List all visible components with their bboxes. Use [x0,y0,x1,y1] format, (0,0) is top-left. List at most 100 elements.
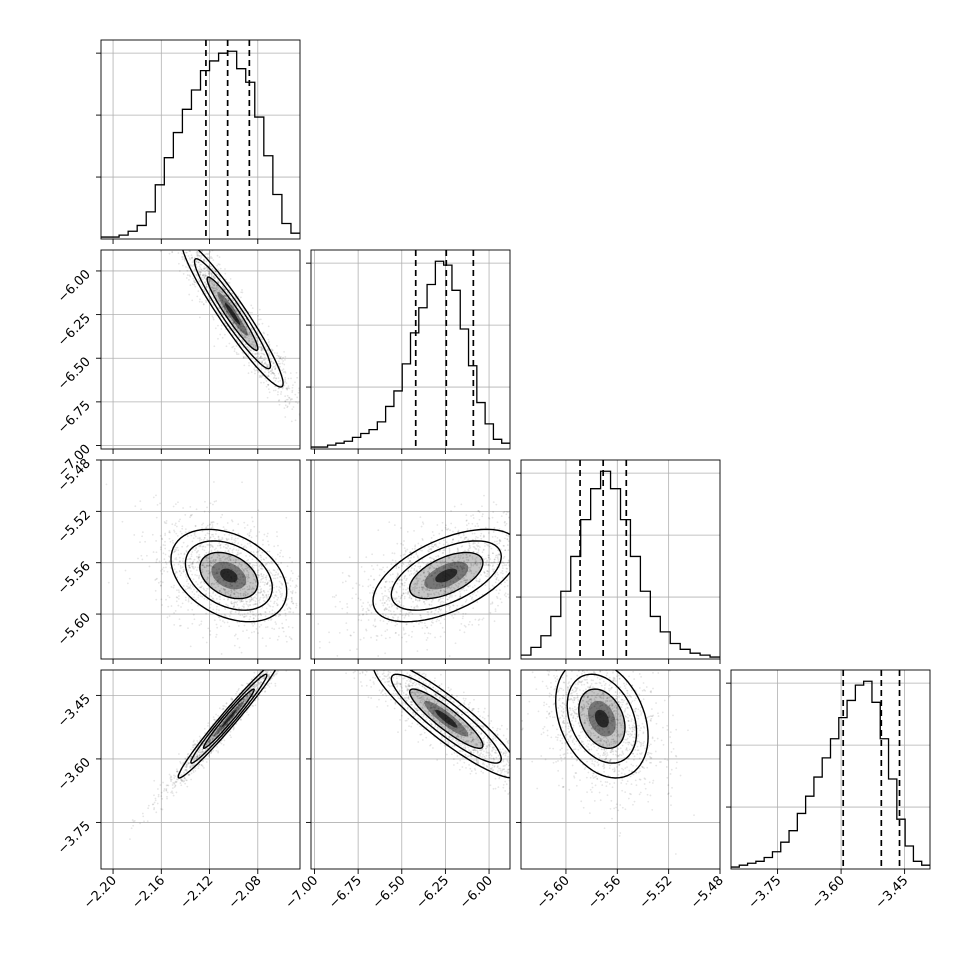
sample-point [506,538,509,540]
sample-point [257,613,260,616]
sample-point [182,256,184,258]
sample-point [465,553,468,556]
sample-point [213,290,215,293]
sample-point [391,573,394,576]
sample-point [192,578,195,581]
sample-point [279,379,282,382]
sample-point [230,304,232,307]
sample-point [173,568,176,570]
sample-point [290,637,292,640]
sample-point [212,521,215,524]
sample-point [201,301,203,303]
sample-point [152,551,155,553]
sample-point [515,505,517,507]
sample-point [486,573,489,575]
sample-point [266,396,269,399]
sample-point [196,756,199,758]
sample-point [189,561,191,564]
sample-point [230,602,233,605]
sample-point [268,562,271,565]
sample-point [256,603,259,605]
sample-point [239,327,242,329]
sample-point [212,560,215,563]
sample-point [402,554,405,556]
sample-point [249,542,251,545]
sample-point [241,702,244,705]
sample-point [236,570,239,572]
sample-point [435,567,438,570]
sample-point [389,573,392,576]
sample-point [173,623,176,626]
sample-point [252,575,255,577]
sample-point [416,582,419,585]
sample-point [388,521,391,524]
sample-point [403,540,405,542]
sample-point [240,651,243,654]
sample-point [197,537,199,540]
sample-point [262,539,264,542]
sample-point [208,557,210,560]
sample-point [191,562,194,564]
sample-point [283,384,286,387]
sample-point [396,572,399,575]
sample-point [264,611,267,614]
sample-point [252,341,255,344]
sample-point [201,527,203,529]
sample-point [193,236,195,238]
sample-point [236,551,239,554]
sample-point [261,322,264,325]
sample-point [243,569,245,572]
sample-point [235,325,238,328]
sample-point [201,250,204,252]
sample-point [467,558,470,561]
sample-point [367,578,370,581]
sample-point [184,531,187,534]
sample-point [238,687,240,690]
sample-point [235,310,238,313]
sample-point [240,565,243,568]
sample-point [221,566,224,569]
sample-point [239,308,241,311]
sample-point [410,567,413,569]
sample-point [545,511,547,513]
sample-point [516,512,518,514]
sample-point [257,569,260,572]
sample-point [356,648,358,651]
sample-point [398,600,400,603]
sample-point [401,582,404,585]
sample-point [431,543,433,546]
sample-point [246,593,249,596]
sample-point [493,568,495,571]
sample-point [463,589,466,592]
sample-point [271,654,273,656]
sample-point [416,587,419,589]
sample-point [194,525,197,528]
sample-point [203,275,206,278]
sample-point [169,531,171,534]
sample-point [302,613,304,615]
sample-point [169,566,172,569]
sample-point [303,613,305,615]
sample-point [408,611,411,614]
sample-point [205,612,208,615]
sample-point [185,551,188,553]
sample-point [142,815,145,818]
sample-point [205,278,207,280]
sample-point [406,548,409,551]
sample-point [229,295,232,298]
sample-point [216,572,218,574]
sample-point [357,618,360,621]
sample-point [200,569,203,572]
sample-point [239,718,242,721]
sample-point [419,621,422,624]
sample-point [274,374,276,377]
sample-point [465,579,467,582]
sample-point [400,579,403,581]
sample-point [218,727,221,730]
sample-point [525,528,527,530]
sample-point [388,580,391,583]
sample-point [507,549,510,552]
sample-point [456,548,459,551]
sample-point [176,576,179,579]
sample-point [470,570,472,573]
